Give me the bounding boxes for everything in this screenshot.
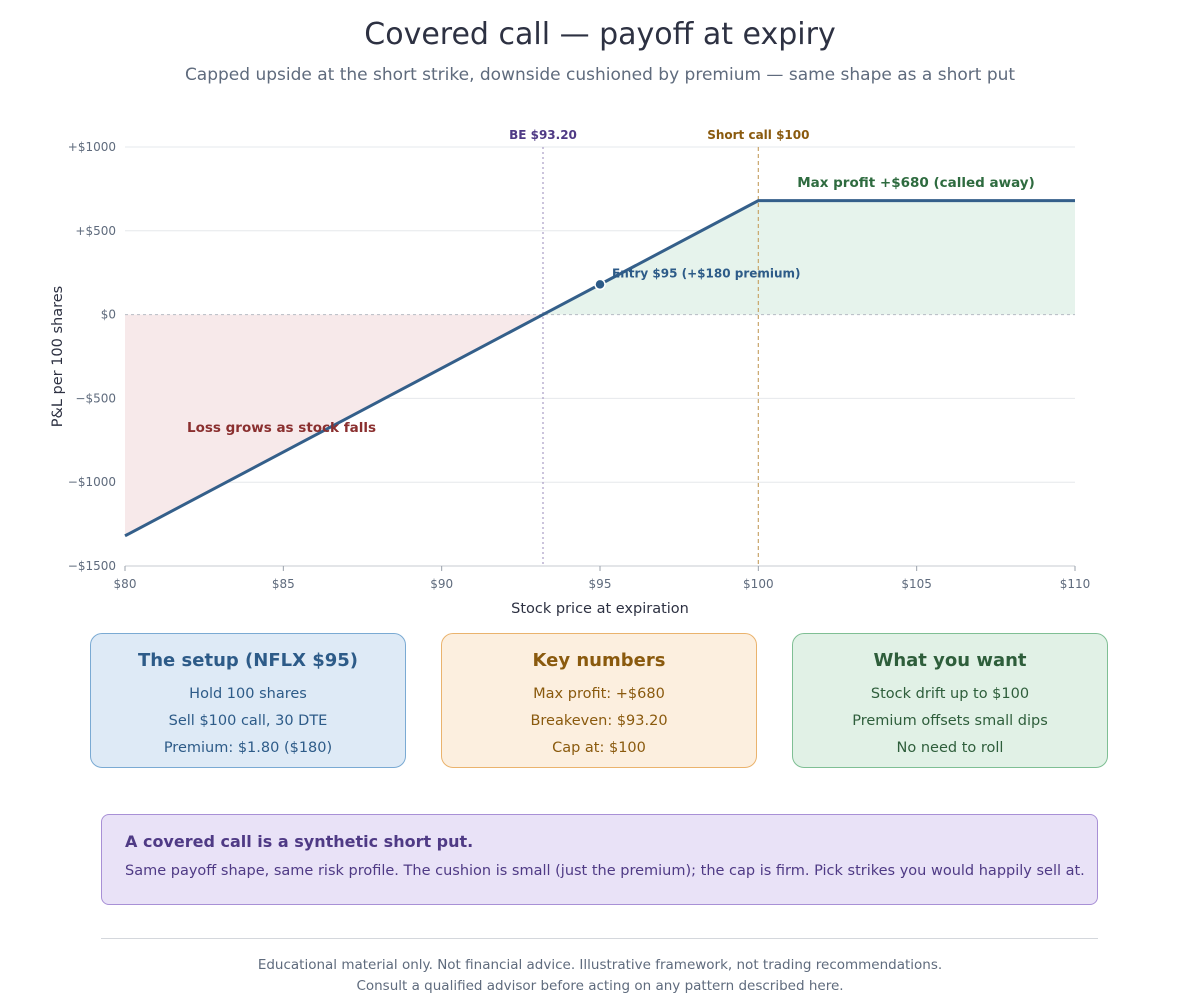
loss-annotation: Loss grows as stock falls xyxy=(187,420,376,436)
entry-point xyxy=(594,278,606,291)
what-you-want-card-title: What you want xyxy=(873,650,1027,671)
footer-divider xyxy=(101,938,1098,939)
x-tick-label: $105 xyxy=(901,577,932,591)
setup-card: The setup (NFLX $95) Hold 100 shares Sel… xyxy=(90,633,406,768)
entry-label: Entry $95 (+$180 premium) xyxy=(612,266,801,280)
y-tick-label: +$500 xyxy=(75,224,116,238)
what-you-want-card-line: Stock drift up to $100 xyxy=(870,686,1030,702)
fill-layer xyxy=(125,200,1075,536)
key-numbers-card-title: Key numbers xyxy=(532,650,666,671)
x-tick-label: $110 xyxy=(1060,577,1091,591)
breakeven-label: BE $93.20 xyxy=(509,128,577,142)
payoff-line xyxy=(124,199,1075,538)
payoff-chart: +$1000 +$500 $0 −$500 −$1000 −$1500 $80 $85 $90 $… xyxy=(50,128,1090,617)
x-tick-label: $85 xyxy=(272,577,295,591)
profit-area xyxy=(543,200,1075,315)
label-layer: BE $93.20 Short call $100 Entry $95 (+$180… xyxy=(187,128,1035,436)
key-numbers-card-line: Cap at: $100 xyxy=(552,740,646,756)
short-strike-label: Short call $100 xyxy=(707,128,809,142)
disclaimer-line: Educational material only. Not financial… xyxy=(257,957,943,973)
setup-card-line: Premium: $1.80 ($180) xyxy=(163,740,333,756)
synthetic-put-callout: A covered call is a synthetic short put.… xyxy=(101,814,1098,905)
what-you-want-card: What you want Stock drift up to $100 Pre… xyxy=(792,633,1108,768)
y-tick-label: +$1000 xyxy=(68,140,116,154)
reference-lines xyxy=(125,147,1075,566)
disclaimer-line: Consult a qualified advisor before actin… xyxy=(356,978,844,994)
x-tick-label: $80 xyxy=(114,577,137,591)
callout-title: A covered call is a synthetic short put. xyxy=(125,832,474,851)
y-tick-label: −$1500 xyxy=(68,559,116,573)
key-numbers-card: Key numbers Max profit: +$680 Breakeven:… xyxy=(441,633,757,768)
disclaimer-footer: Educational material only. Not financial… xyxy=(0,955,1200,997)
x-tick-label: $95 xyxy=(589,577,612,591)
key-numbers-card-line: Max profit: +$680 xyxy=(533,686,665,702)
key-numbers-card-line: Breakeven: $93.20 xyxy=(530,713,668,729)
x-tick-label: $100 xyxy=(743,577,774,591)
setup-card-line: Sell $100 call, 30 DTE xyxy=(168,713,328,729)
y-tick-label: −$1000 xyxy=(68,475,116,489)
setup-card-title: The setup (NFLX $95) xyxy=(137,650,359,671)
x-tick-label: $90 xyxy=(430,577,453,591)
callout-body: Same payoff shape, same risk profile. Th… xyxy=(125,863,1085,879)
y-tick-label: $0 xyxy=(101,308,116,322)
max-profit-annotation: Max profit +$680 (called away) xyxy=(797,175,1035,191)
setup-card-line: Hold 100 shares xyxy=(189,686,307,702)
page-title: Covered call — payoff at expiry xyxy=(364,17,836,52)
page-subtitle: Capped upside at the short strike, downs… xyxy=(184,65,1016,85)
series-layer xyxy=(124,199,1075,538)
x-axis-title: Stock price at expiration xyxy=(511,601,689,617)
what-you-want-card-line: Premium offsets small dips xyxy=(852,713,1048,729)
y-tick-label: −$500 xyxy=(75,391,116,405)
y-axis-title: P&L per 100 shares xyxy=(50,286,66,427)
grid-layer: +$1000 +$500 $0 −$500 −$1000 −$1500 $80 $85 $90 $… xyxy=(50,140,1090,617)
what-you-want-card-line: No need to roll xyxy=(896,740,1004,756)
